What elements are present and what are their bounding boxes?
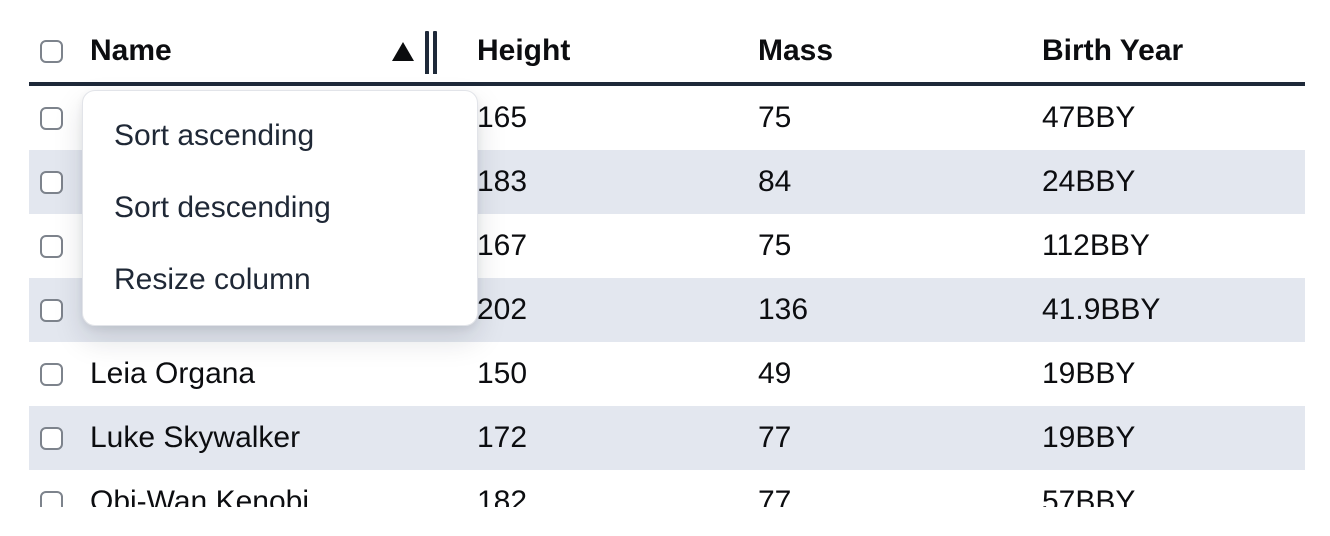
menu-item-sort-descending[interactable]: Sort descending [114,191,331,224]
row-checkbox[interactable] [40,170,63,194]
row-birth-year-cell: 47BBY [1042,101,1136,134]
row-height-cell: 165 [477,101,528,134]
table-row: Obi-Wan Kenobi 182 77 57BBY [29,470,1305,507]
row-name-cell: Luke Skywalker [90,421,301,454]
row-birth-year-cell: 57BBY [1042,485,1136,507]
row-height-cell: 202 [477,293,528,326]
table-row: Luke Skywalker 172 77 19BBY [29,406,1305,470]
row-checkbox-cell [29,106,90,130]
row-checkbox-cell [29,234,90,258]
row-height-cell: 183 [477,165,528,198]
row-checkbox-cell [29,426,90,450]
row-mass-cell: 75 [758,229,792,262]
row-birth-year-cell: 41.9BBY [1042,293,1161,326]
row-height-cell: 167 [477,229,528,262]
row-birth-year-cell: 19BBY [1042,357,1136,390]
row-checkbox[interactable] [40,298,63,322]
column-context-menu: Sort ascending Sort descending Resize co… [82,90,478,326]
column-header-name-label: Name [90,34,172,67]
row-checkbox-cell [29,490,90,507]
table-row: Leia Organa 150 49 19BBY [29,342,1305,406]
row-checkbox[interactable] [40,362,63,386]
column-header-name[interactable]: Name [90,28,477,74]
table-row: 167 75 112BBY [29,214,1305,278]
row-mass-cell: 75 [758,101,792,134]
row-checkbox-cell [29,170,90,194]
row-mass-cell: 49 [758,357,792,390]
row-name-cell: Leia Organa [90,357,256,390]
sort-ascending-icon [392,41,414,61]
table-header-row: Name Height Mass Birth Year [29,0,1305,86]
row-mass-cell: 77 [758,421,792,454]
column-header-mass[interactable]: Mass [758,34,834,67]
row-checkbox[interactable] [40,490,63,507]
menu-item-resize-column[interactable]: Resize column [114,263,311,296]
row-height-cell: 172 [477,421,528,454]
row-mass-cell: 77 [758,485,792,507]
row-checkbox[interactable] [40,426,63,450]
row-checkbox-cell [29,362,90,386]
row-checkbox-cell [29,298,90,322]
menu-item-sort-ascending[interactable]: Sort ascending [114,119,315,152]
column-header-birth-year[interactable]: Birth Year [1042,34,1184,67]
select-all-checkbox[interactable] [40,39,63,63]
row-name-cell: Obi-Wan Kenobi [90,485,309,507]
column-resize-handle-icon[interactable] [425,31,437,74]
table-row: 165 75 47BBY [29,86,1305,150]
row-birth-year-cell: 112BBY [1042,229,1150,262]
row-checkbox[interactable] [40,106,63,130]
column-header-height[interactable]: Height [477,34,571,67]
row-birth-year-cell: 24BBY [1042,165,1136,198]
row-mass-cell: 136 [758,293,809,326]
select-all-cell [29,39,90,63]
row-height-cell: 182 [477,485,528,507]
row-mass-cell: 84 [758,165,792,198]
row-checkbox[interactable] [40,234,63,258]
row-birth-year-cell: 19BBY [1042,421,1136,454]
row-height-cell: 150 [477,357,528,390]
